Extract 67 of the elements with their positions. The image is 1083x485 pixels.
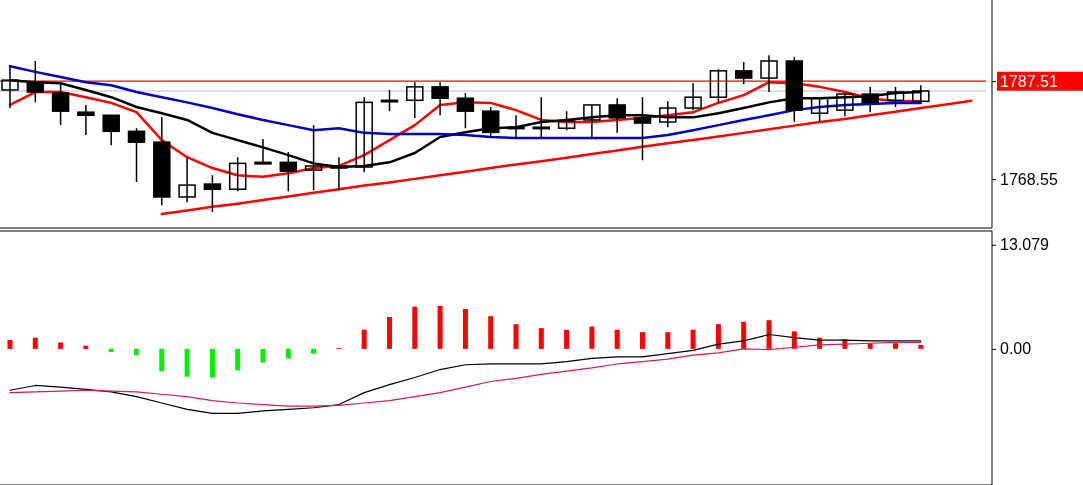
candlestick [734, 61, 753, 86]
bar [488, 316, 494, 349]
bar [159, 348, 165, 372]
bar [513, 324, 519, 349]
bar [412, 306, 418, 349]
line-series [9, 341, 922, 407]
bar [32, 337, 38, 349]
candlestick [608, 97, 626, 134]
bar [640, 332, 645, 349]
bar [108, 348, 114, 353]
candlestick [127, 127, 146, 183]
candlestick [203, 174, 222, 213]
candlestick [760, 54, 778, 93]
candlestick [456, 92, 475, 129]
candlestick [709, 68, 728, 104]
bar [134, 348, 139, 356]
bar [741, 321, 747, 349]
candlestick [507, 114, 525, 139]
bar [209, 348, 215, 378]
y-tick-label: 0.00 [1000, 340, 1032, 358]
candlestick [810, 96, 829, 123]
bar [361, 329, 367, 349]
line-series [9, 333, 922, 414]
bar [690, 329, 696, 349]
candlestick [254, 138, 272, 165]
candlestick [886, 86, 905, 108]
bar [893, 343, 898, 349]
candlestick [380, 89, 399, 112]
candlestick [633, 96, 652, 162]
candlestick [228, 156, 247, 193]
candlestick [557, 110, 576, 132]
bar [184, 348, 190, 377]
candlestick [431, 81, 449, 117]
bar [564, 329, 570, 349]
candlestick [583, 104, 601, 139]
bar [766, 320, 772, 349]
bar [538, 328, 544, 349]
bar [715, 324, 721, 349]
bar [387, 316, 392, 349]
y-tick-label: 1768.55 [1000, 170, 1058, 188]
bar [462, 309, 468, 349]
bar [235, 348, 241, 371]
candlestick [178, 156, 196, 203]
line-series [160, 99, 973, 216]
candlestick [51, 82, 70, 126]
bar [285, 348, 291, 359]
bar [437, 305, 443, 349]
y-tick-label: 1787.51 [1000, 72, 1058, 90]
bar [7, 340, 13, 349]
candlestick [102, 114, 120, 147]
candlestick [836, 92, 854, 118]
candlestick [659, 100, 677, 128]
candlestick [861, 86, 879, 113]
candlestick [684, 82, 702, 111]
bar [58, 342, 64, 349]
candlestick [532, 96, 551, 139]
bar [83, 345, 89, 349]
candlestick [77, 104, 95, 136]
candlestick [481, 106, 500, 138]
bar [918, 344, 924, 349]
bar [260, 348, 266, 363]
bar [614, 329, 620, 349]
candlestick [406, 81, 424, 119]
bar [589, 326, 595, 349]
bar [665, 332, 671, 349]
bar [311, 348, 317, 354]
y-tick-label: 13.079 [1000, 236, 1050, 254]
